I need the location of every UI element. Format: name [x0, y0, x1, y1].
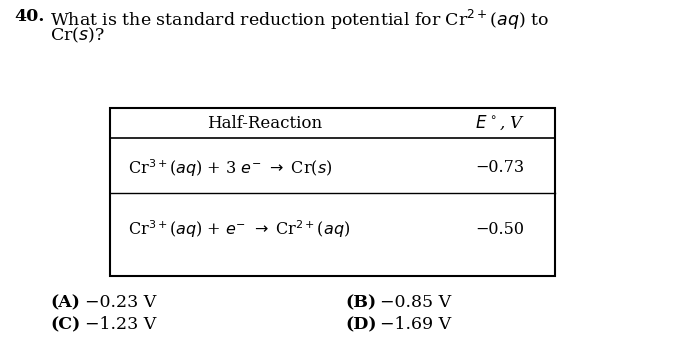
Text: −0.73: −0.73 [475, 159, 525, 177]
Text: −1.23 V: −1.23 V [85, 316, 156, 333]
Text: Cr$^{3+}$($aq$) + $e^{-}$ $\rightarrow$ Cr$^{2+}$($aq$): Cr$^{3+}$($aq$) + $e^{-}$ $\rightarrow$ … [128, 218, 350, 240]
Text: Half-Reaction: Half-Reaction [208, 115, 322, 131]
Text: $E^\circ$, V: $E^\circ$, V [475, 114, 525, 132]
Text: (A): (A) [50, 294, 80, 311]
Bar [110, 108, 555, 276]
Text: −0.50: −0.50 [475, 220, 525, 237]
Text: (C): (C) [50, 316, 80, 333]
Text: 40.: 40. [14, 8, 44, 25]
Text: Cr($s$)?: Cr($s$)? [50, 26, 104, 45]
Text: (B): (B) [345, 294, 376, 311]
Text: −1.69 V: −1.69 V [380, 316, 451, 333]
Text: −0.85 V: −0.85 V [380, 294, 451, 311]
Text: What is the standard reduction potential for Cr$^{2+}$($aq$) to: What is the standard reduction potential… [50, 8, 549, 32]
Text: −0.23 V: −0.23 V [85, 294, 156, 311]
Text: Cr$^{3+}$($aq$) + 3 $e^{-}$ $\rightarrow$ Cr($s$): Cr$^{3+}$($aq$) + 3 $e^{-}$ $\rightarrow… [128, 157, 332, 179]
Text: (D): (D) [345, 316, 376, 333]
